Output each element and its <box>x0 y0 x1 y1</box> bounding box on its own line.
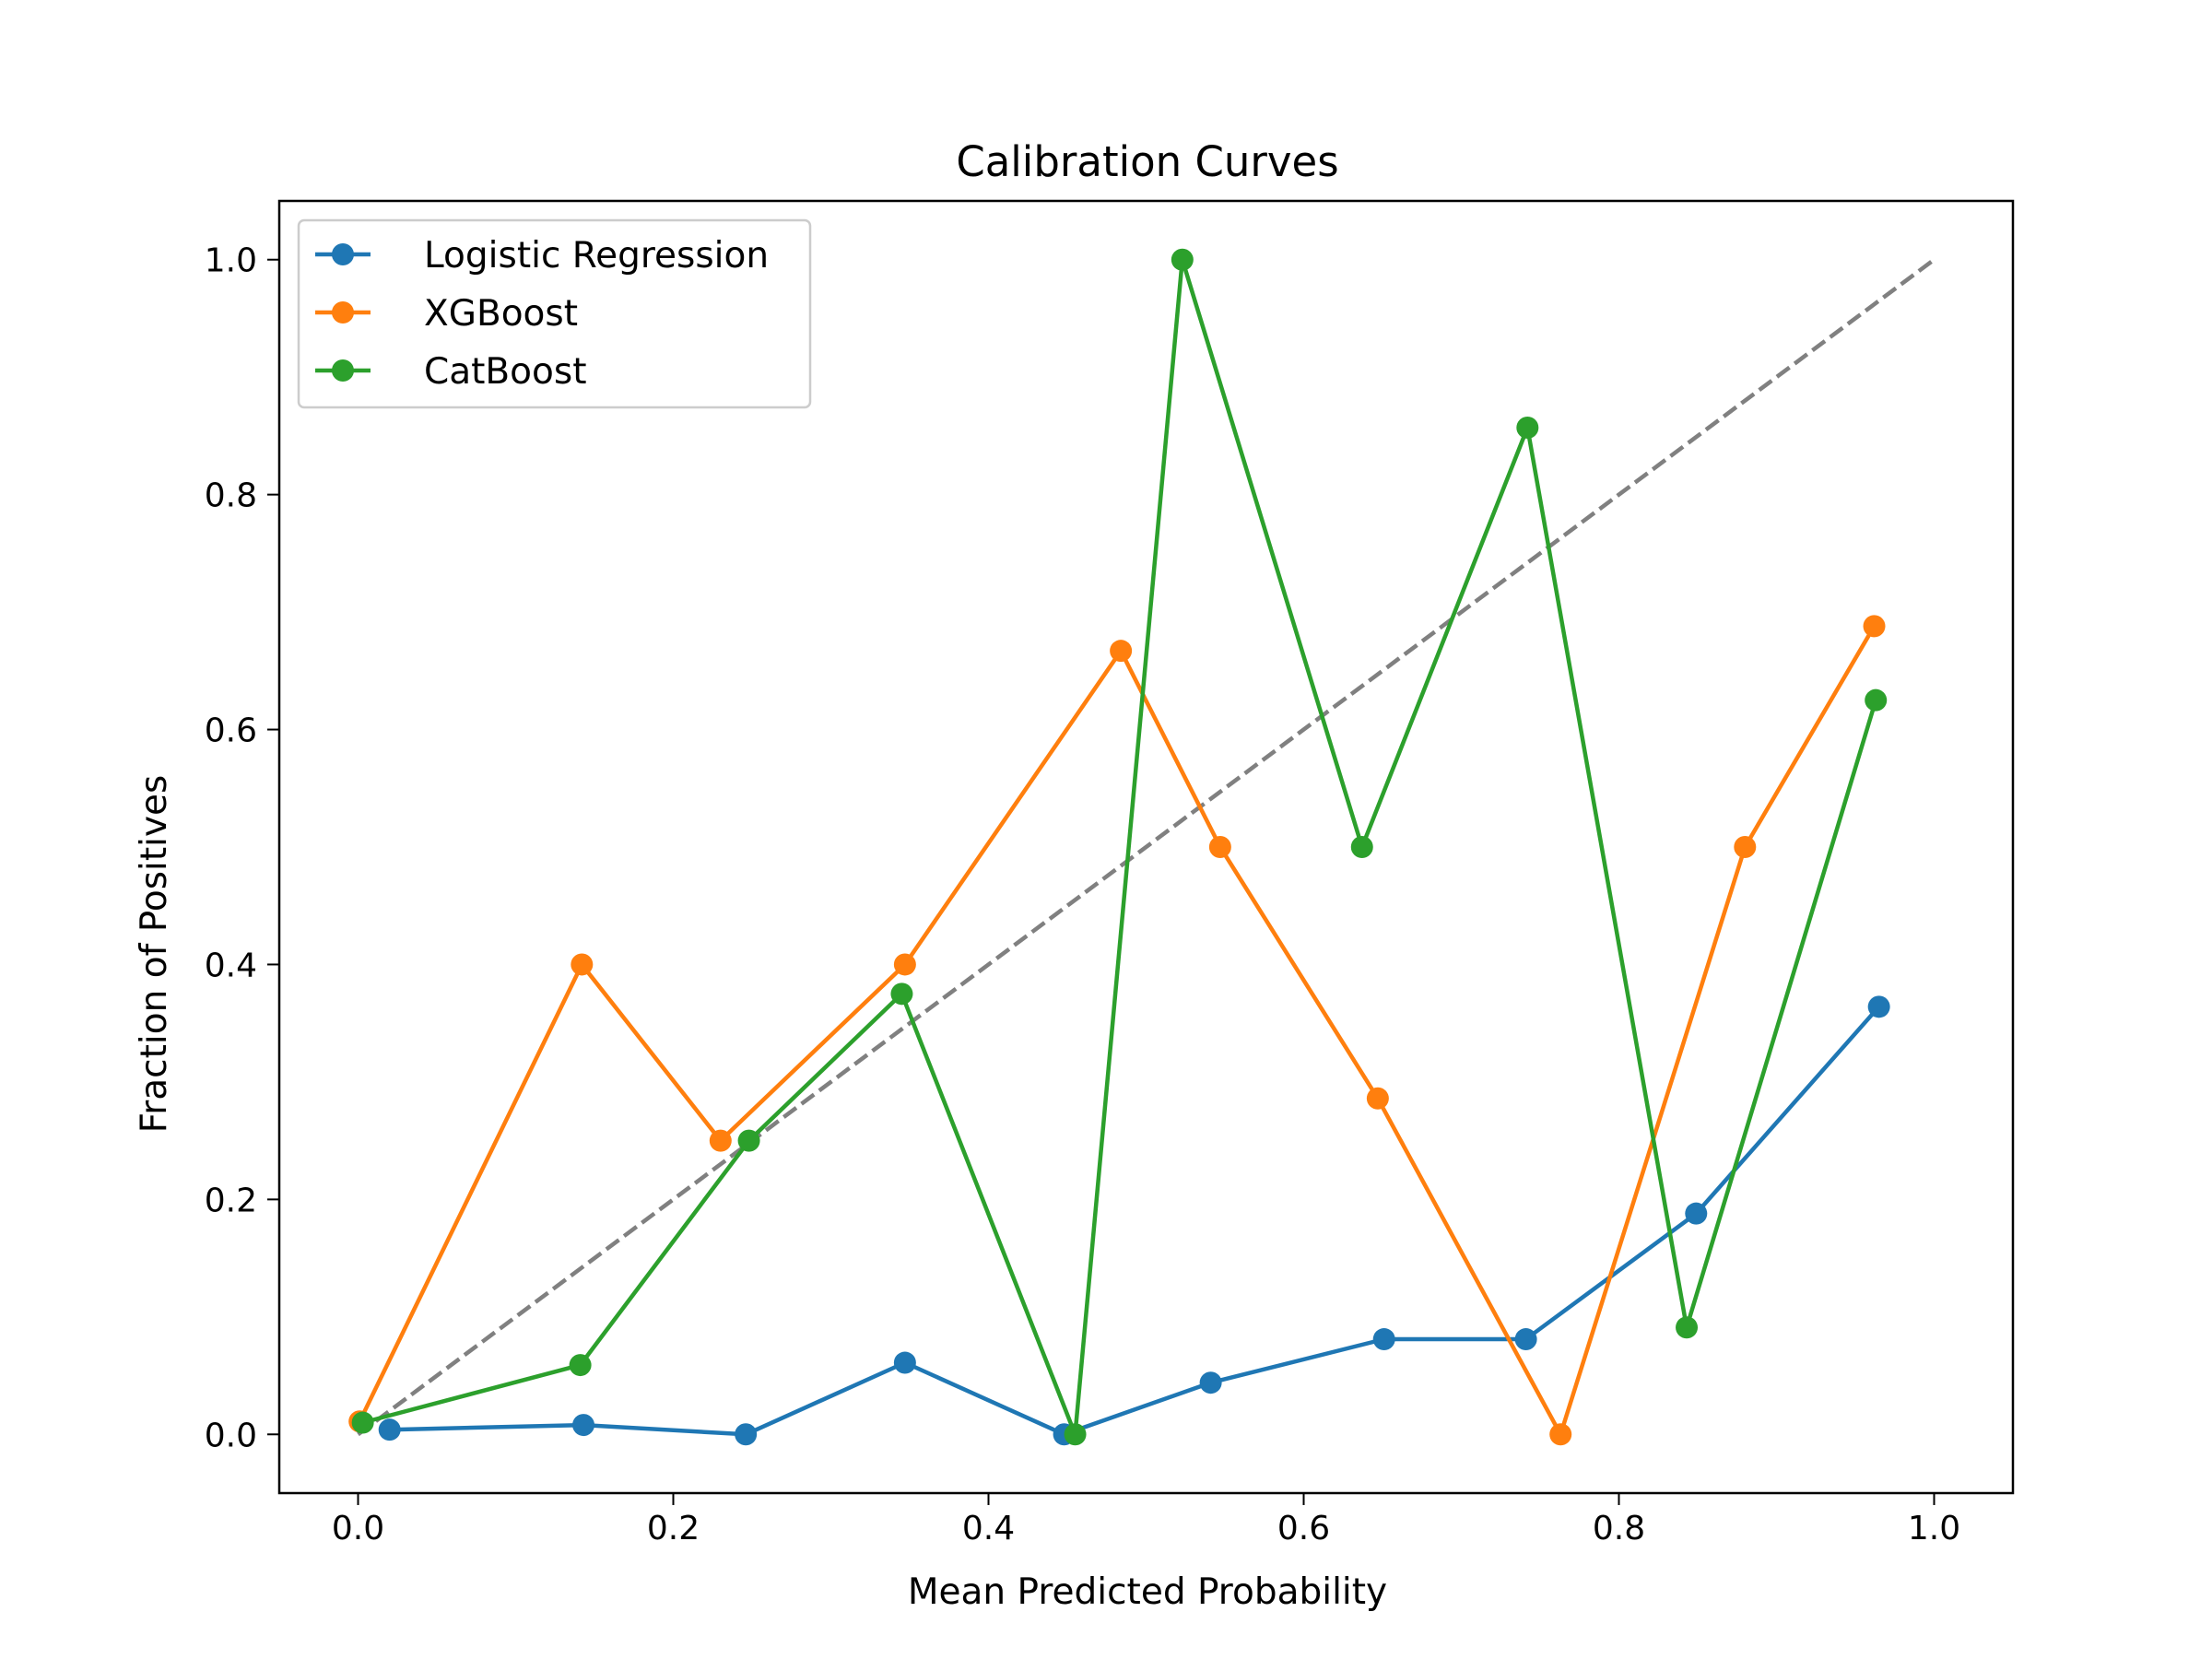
data-point <box>709 1129 732 1152</box>
data-point <box>1372 1328 1395 1351</box>
data-point <box>378 1418 401 1441</box>
data-point <box>1110 640 1133 663</box>
data-point <box>737 1129 760 1152</box>
data-point <box>1366 1087 1389 1110</box>
legend-marker <box>332 359 354 382</box>
data-point <box>1064 1423 1087 1446</box>
data-point <box>351 1411 374 1434</box>
data-point <box>1516 416 1539 439</box>
perfect-calibration-line <box>357 257 1936 1437</box>
x-tick-label: 0.8 <box>1593 1510 1645 1547</box>
data-point <box>571 953 594 976</box>
y-tick-label: 0.2 <box>205 1182 257 1219</box>
data-point <box>893 1351 916 1374</box>
data-point <box>1350 836 1373 858</box>
legend-marker <box>332 243 354 265</box>
data-point <box>569 1354 592 1377</box>
x-axis-label: Mean Predicted Probability <box>908 1571 1387 1613</box>
x-tick-label: 0.0 <box>332 1510 384 1547</box>
x-tick-label: 0.6 <box>1277 1510 1330 1547</box>
y-tick-label: 1.0 <box>205 242 257 280</box>
data-point <box>1867 995 1890 1018</box>
x-tick-label: 0.4 <box>962 1510 1015 1547</box>
series-line <box>362 257 1878 1437</box>
data-point <box>1734 836 1757 858</box>
y-tick-label: 0.0 <box>205 1417 257 1454</box>
y-tick-label: 0.6 <box>205 712 257 750</box>
data-point <box>890 982 913 1006</box>
data-point <box>735 1423 758 1446</box>
data-point <box>1171 248 1194 271</box>
plot-area <box>348 248 1936 1446</box>
data-point <box>1685 1202 1708 1225</box>
data-point <box>1514 1328 1537 1351</box>
legend-label: XGBoost <box>424 293 578 335</box>
data-point <box>1863 615 1886 638</box>
data-point <box>1208 836 1231 858</box>
data-point <box>893 953 916 976</box>
y-tick-label: 0.4 <box>205 947 257 984</box>
x-tick-label: 0.2 <box>647 1510 700 1547</box>
legend: Logistic Regression XGBoost CatBoost <box>297 218 812 409</box>
legend-box <box>297 218 812 409</box>
data-point <box>1549 1423 1572 1446</box>
axes-frame <box>277 199 2015 1495</box>
axis-ticks: 0.0 0.2 0.4 0.6 0.8 1.0 0.0 0.2 0.4 0.6 0.8 1.0 <box>205 242 1960 1547</box>
x-tick-label: 1.0 <box>1908 1510 1960 1547</box>
chart-title: Calibration Curves <box>956 137 1338 186</box>
data-point <box>572 1414 595 1437</box>
data-point <box>1199 1371 1222 1394</box>
legend-label: CatBoost <box>424 351 587 393</box>
y-axis-label: Fraction of Positives <box>134 775 175 1134</box>
legend-label: Logistic Regression <box>424 235 769 276</box>
legend-marker <box>332 301 354 324</box>
series-2 <box>351 248 1888 1446</box>
data-point <box>1865 688 1888 712</box>
data-point <box>1676 1316 1699 1339</box>
y-tick-label: 0.8 <box>205 477 257 515</box>
